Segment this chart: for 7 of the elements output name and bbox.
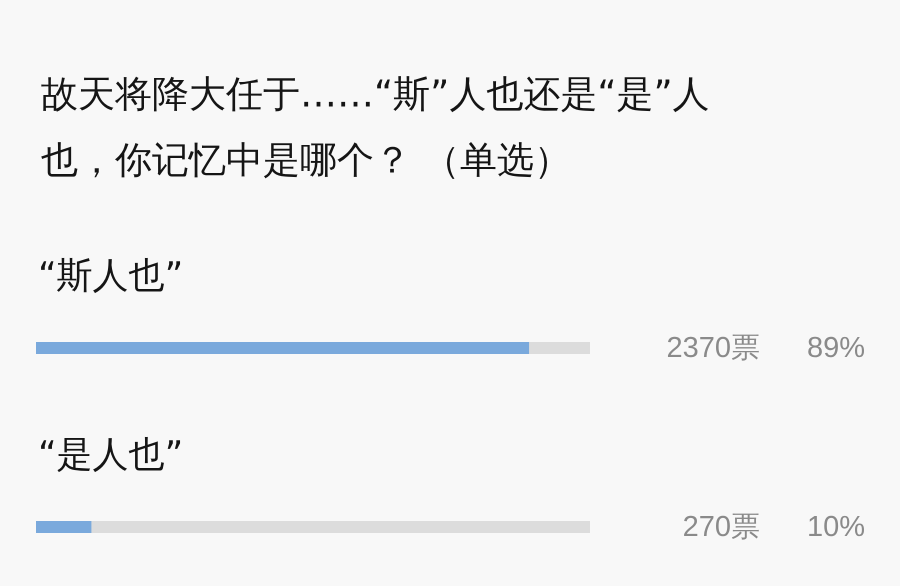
text: 2370票 [666,332,760,364]
y-tick-label: “斯人也” [38,256,184,296]
text: 270票 [682,511,760,543]
data-label: 10% [806,511,865,543]
y-tick-label: “是人也” [38,434,184,476]
chart-title: 故天将降大任于……“斯”人也还是“是”人也，你记忆中是哪个？ （单选） [41,72,710,182]
data-label: 89% [806,332,865,364]
